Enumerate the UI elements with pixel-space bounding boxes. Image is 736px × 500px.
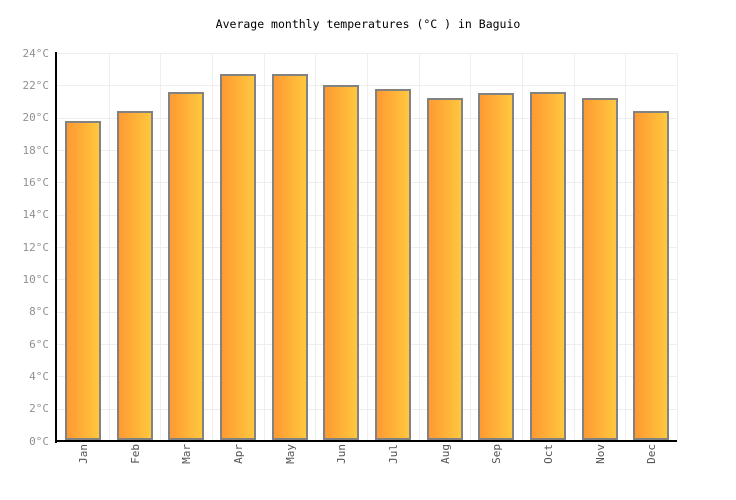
gridline-vertical	[470, 53, 471, 441]
gridline-horizontal	[57, 118, 677, 119]
x-tick-label: Dec	[642, 444, 660, 492]
x-tick-label-text: Apr	[231, 444, 245, 464]
x-tick-label-text: Sep	[489, 444, 503, 464]
bar-jul	[375, 89, 411, 440]
y-tick-label: 8°C	[29, 305, 49, 318]
gridline-vertical	[677, 53, 678, 441]
gridline-horizontal	[57, 215, 677, 216]
bar-sep	[478, 93, 514, 440]
x-tick-label-text: Dec	[644, 444, 658, 464]
y-tick-label: 12°C	[22, 241, 50, 254]
bar-feb	[117, 111, 153, 440]
x-tick-label-text: Aug	[438, 444, 452, 464]
x-tick-label: Mar	[177, 444, 195, 492]
y-tick-label: 10°C	[22, 273, 50, 286]
gridline-vertical	[625, 53, 626, 441]
bar-mar	[168, 92, 204, 440]
gridline-vertical	[315, 53, 316, 441]
y-tick-label: 0°C	[29, 435, 49, 448]
x-tick-label-text: May	[283, 444, 297, 464]
bar-jan	[65, 121, 101, 440]
gridline-horizontal	[57, 85, 677, 86]
y-tick-label: 22°C	[22, 79, 50, 92]
x-tick-label: Jul	[384, 444, 402, 492]
y-tick-label: 24°C	[22, 47, 50, 60]
gridline-horizontal	[57, 409, 677, 410]
x-tick-label: Apr	[229, 444, 247, 492]
bar-apr	[220, 74, 256, 440]
y-axis-line	[55, 52, 57, 443]
x-tick-label: Nov	[591, 444, 609, 492]
bar-nov	[582, 98, 618, 440]
chart-title: Average monthly temperatures (°C ) in Ba…	[215, 17, 521, 31]
bar-aug	[427, 98, 463, 440]
x-tick-label: Jan	[74, 444, 92, 492]
gridline-horizontal	[57, 53, 677, 54]
y-tick-label: 4°C	[29, 370, 49, 383]
x-tick-label-text: Jul	[386, 444, 400, 464]
y-tick-label: 2°C	[29, 402, 49, 415]
gridline-horizontal	[57, 376, 677, 377]
x-tick-label-text: Jan	[76, 444, 90, 464]
x-tick-label: Jun	[332, 444, 350, 492]
gridline-horizontal	[57, 279, 677, 280]
x-tick-label: Oct	[539, 444, 557, 492]
x-tick-label-text: Mar	[179, 444, 193, 464]
gridline-vertical	[367, 53, 368, 441]
bar-dec	[633, 111, 669, 440]
x-tick-label: Feb	[126, 444, 144, 492]
bar-jun	[323, 85, 359, 440]
x-tick-label-text: Feb	[128, 444, 142, 464]
x-tick-label: Aug	[436, 444, 454, 492]
x-tick-label-text: Nov	[593, 444, 607, 464]
gridline-horizontal	[57, 247, 677, 248]
y-tick-label: 20°C	[22, 111, 50, 124]
x-tick-label: Sep	[487, 444, 505, 492]
y-tick-label: 16°C	[22, 176, 50, 189]
gridline-vertical	[574, 53, 575, 441]
y-tick-label: 6°C	[29, 338, 49, 351]
y-tick-label: 14°C	[22, 208, 50, 221]
gridline-vertical	[522, 53, 523, 441]
gridline-vertical	[160, 53, 161, 441]
bar-may	[272, 74, 308, 440]
gridline-vertical	[419, 53, 420, 441]
gridline-vertical	[264, 53, 265, 441]
gridline-horizontal	[57, 150, 677, 151]
x-tick-label-text: Oct	[541, 444, 555, 464]
gridline-horizontal	[57, 182, 677, 183]
gridline-horizontal	[57, 312, 677, 313]
gridline-horizontal	[57, 344, 677, 345]
gridline-vertical	[109, 53, 110, 441]
x-axis-line	[55, 440, 677, 442]
x-tick-label: May	[281, 444, 299, 492]
y-tick-label: 18°C	[22, 144, 50, 157]
bar-oct	[530, 92, 566, 440]
x-tick-label-text: Jun	[334, 444, 348, 464]
gridline-vertical	[212, 53, 213, 441]
